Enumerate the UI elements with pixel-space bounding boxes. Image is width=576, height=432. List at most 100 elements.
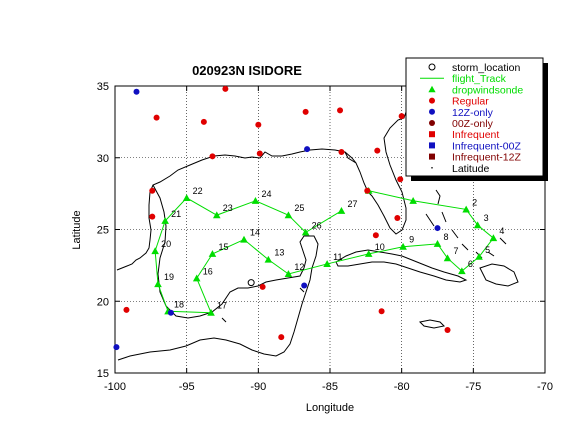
station-regular [200, 118, 207, 125]
station-12z-only [434, 225, 441, 232]
coastline-florida-west [344, 151, 357, 164]
station-regular [256, 150, 263, 157]
dropwindsonde-marker [409, 197, 417, 204]
dropwindsonde-marker [323, 260, 331, 267]
dropwindsonde-label: 4 [499, 226, 504, 236]
station-regular [149, 187, 156, 194]
dropwindsonde-marker [364, 250, 373, 257]
legend-latitude-marker [431, 167, 433, 169]
dropwindsonde-label: 21 [171, 209, 181, 219]
dropwindsonde-label: 15 [218, 242, 228, 252]
station-regular [209, 153, 216, 160]
legend-infrequent-marker [429, 131, 435, 138]
y-tick-label: 25 [97, 225, 109, 237]
dropwindsonde-label: 13 [274, 248, 284, 258]
legend-box [405, 57, 544, 177]
station-regular [394, 215, 401, 222]
storm-location-marker [247, 279, 255, 287]
dropwindsonde-marker [161, 217, 169, 224]
flight-track-line [154, 190, 495, 314]
dropwindsonde-marker [182, 194, 191, 201]
dropwindsonde-label: 10 [375, 242, 385, 252]
legend-dropwindsonde-label: dropwindsonde [452, 84, 523, 96]
station-regular [278, 334, 285, 341]
legend-00z-only-marker [429, 120, 435, 126]
dropwindsonde-marker [208, 250, 217, 257]
x-tick-label: -95 [179, 381, 195, 393]
station-12z-only [113, 344, 120, 351]
dropwindsonde-marker [399, 242, 407, 250]
stations [113, 85, 451, 351]
y-tick-label: 20 [97, 296, 109, 308]
legend-infrequent-12z-label: Infrequent-12Z [452, 152, 521, 164]
station-regular [372, 232, 379, 239]
dropwindsonde-label: 14 [250, 228, 260, 238]
station-regular [397, 176, 404, 183]
dropwindsonde-marker [264, 255, 273, 263]
x-tick-label: -80 [394, 381, 410, 393]
x-tick-label: -90 [250, 381, 266, 393]
coastline-mexico-south [117, 184, 319, 361]
legend-12z-only-marker [429, 108, 435, 115]
dropwindsonde-marker [192, 274, 201, 282]
dropwindsonde-marker [458, 267, 466, 275]
station-regular [259, 283, 266, 290]
dropwindsonde-marker [489, 234, 498, 242]
legend-regular-marker [429, 97, 435, 104]
dropwindsonde-label: 7 [454, 246, 459, 256]
legend-items: storm_locationflight_TrackdropwindsondeR… [420, 62, 523, 175]
dropwindsonde-marker [207, 308, 215, 316]
dropwindsonde-label: 5 [485, 245, 490, 255]
dropwindsonde-label: 18 [174, 299, 184, 309]
coastline-gulf [116, 111, 407, 271]
legend-12z-only-label: 12Z-only [452, 107, 494, 119]
dropwindsonde-label: 19 [164, 272, 174, 282]
dropwindsonde-marker [462, 205, 470, 213]
legend-infrequent-12z-marker [429, 153, 435, 160]
legend: storm_locationflight_TrackdropwindsondeR… [405, 57, 548, 181]
station-regular [149, 213, 156, 220]
dropwindsonde-label: 23 [223, 203, 233, 213]
legend-infrequent-00z-label: Infrequent-00Z [452, 140, 521, 152]
dropwindsonde-marker [443, 254, 452, 262]
dropwindsonde-marker [473, 221, 482, 229]
dropwindsonde-marker [475, 252, 483, 260]
coastline-hispaniola [479, 263, 519, 287]
x-tick-label: -75 [465, 381, 481, 393]
station-12z-only [301, 282, 308, 289]
y-axis-label: Latitude [71, 210, 83, 249]
station-12z-only [167, 309, 174, 316]
y-tick-label: 30 [97, 153, 109, 165]
dropwindsonde-marker [154, 280, 162, 288]
x-tick-label: -100 [104, 381, 126, 393]
legend-dropwindsonde-marker [428, 85, 436, 93]
dropwindsonde-label: 2 [472, 197, 477, 207]
dropwindsonde-label: 26 [312, 220, 322, 230]
station-regular [222, 85, 229, 92]
storm-location [247, 279, 255, 287]
station-regular [364, 187, 371, 194]
dropwindsonde-label: 6 [468, 259, 473, 269]
dropwindsonde-label: 8 [444, 232, 449, 242]
dropwindsonde-label: 11 [333, 252, 342, 262]
dropwindsonde-marker [284, 211, 293, 219]
station-regular [123, 306, 130, 313]
station-regular [374, 147, 381, 154]
legend-storm-location-marker [428, 63, 436, 71]
dropwindsonde-marker [433, 240, 442, 247]
station-regular [153, 114, 160, 121]
dropwindsonde-label: 24 [261, 189, 271, 199]
legend-latitude-label: Latitude [452, 163, 490, 175]
legend-00z-only-label: 00Z-only [452, 118, 494, 130]
flight-track: 2345678910111213141516171819202122232425… [151, 186, 504, 316]
dropwindsonde-label: 17 [217, 301, 227, 311]
legend-regular-label: Regular [452, 96, 489, 108]
station-regular [444, 326, 451, 333]
dropwindsonde-label: 3 [484, 213, 489, 223]
station-12z-only [304, 146, 311, 153]
coastline-yucatan-islands [221, 287, 305, 323]
y-tick-label: 15 [97, 368, 109, 380]
coastline-jamaica [418, 319, 446, 329]
station-regular [378, 308, 385, 315]
